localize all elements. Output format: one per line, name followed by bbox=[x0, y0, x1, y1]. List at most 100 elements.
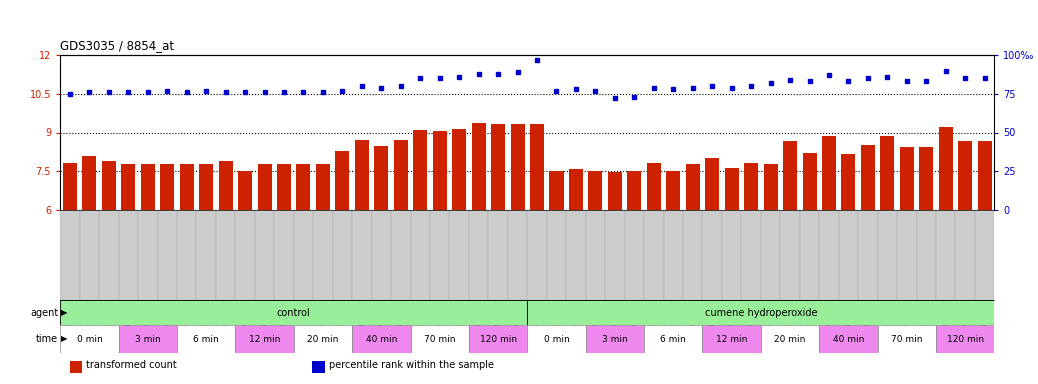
Bar bbox=[102, 161, 116, 210]
Bar bbox=[176, 325, 236, 353]
Bar bbox=[118, 210, 138, 300]
Bar bbox=[861, 146, 875, 210]
Bar bbox=[527, 210, 547, 300]
Bar bbox=[138, 210, 158, 300]
Text: time: time bbox=[36, 334, 58, 344]
Bar bbox=[471, 122, 486, 210]
Text: 0 min: 0 min bbox=[77, 334, 103, 344]
Bar bbox=[491, 124, 506, 210]
Bar bbox=[842, 154, 855, 210]
Bar bbox=[741, 210, 761, 300]
Bar bbox=[355, 140, 368, 210]
Text: cumene hydroperoxide: cumene hydroperoxide bbox=[705, 308, 817, 318]
Bar bbox=[547, 210, 566, 300]
Text: 0 min: 0 min bbox=[544, 334, 570, 344]
Text: 20 min: 20 min bbox=[307, 334, 338, 344]
Bar bbox=[63, 163, 77, 210]
Bar bbox=[802, 153, 817, 210]
Bar bbox=[761, 210, 781, 300]
Text: ▶: ▶ bbox=[61, 308, 67, 317]
Bar bbox=[900, 147, 913, 210]
Bar bbox=[469, 325, 527, 353]
Bar bbox=[647, 163, 661, 210]
Bar bbox=[257, 164, 272, 210]
Bar bbox=[411, 210, 430, 300]
Bar bbox=[297, 164, 310, 210]
Bar bbox=[508, 210, 527, 300]
Bar bbox=[236, 210, 254, 300]
Bar bbox=[160, 164, 174, 210]
Bar bbox=[312, 361, 325, 372]
Bar bbox=[725, 168, 739, 210]
Bar bbox=[975, 210, 994, 300]
Bar bbox=[858, 210, 877, 300]
Bar bbox=[530, 124, 544, 210]
Text: 120 min: 120 min bbox=[480, 334, 517, 344]
Bar bbox=[82, 156, 97, 210]
Bar bbox=[294, 325, 352, 353]
Bar bbox=[433, 131, 446, 210]
Bar bbox=[199, 164, 213, 210]
Bar bbox=[118, 325, 176, 353]
Bar bbox=[955, 210, 975, 300]
Bar bbox=[625, 210, 644, 300]
Bar bbox=[764, 164, 777, 210]
Bar bbox=[920, 147, 933, 210]
Bar bbox=[238, 171, 252, 210]
Text: 40 min: 40 min bbox=[365, 334, 397, 344]
Bar bbox=[880, 136, 895, 210]
Bar bbox=[141, 164, 155, 210]
Text: ▶: ▶ bbox=[61, 334, 67, 344]
Bar bbox=[567, 210, 585, 300]
Bar bbox=[549, 171, 564, 210]
Bar bbox=[917, 210, 936, 300]
Bar bbox=[569, 169, 583, 210]
Bar bbox=[936, 210, 955, 300]
Bar bbox=[819, 325, 877, 353]
Bar bbox=[761, 325, 819, 353]
Text: percentile rank within the sample: percentile rank within the sample bbox=[329, 361, 494, 371]
Bar bbox=[585, 325, 644, 353]
Bar bbox=[469, 210, 488, 300]
Bar bbox=[686, 164, 700, 210]
Bar bbox=[783, 141, 797, 210]
Text: 3 min: 3 min bbox=[135, 334, 161, 344]
Bar bbox=[703, 325, 761, 353]
Bar bbox=[958, 141, 973, 210]
Text: 40 min: 40 min bbox=[832, 334, 864, 344]
Bar bbox=[236, 325, 294, 353]
Bar bbox=[274, 210, 294, 300]
Text: control: control bbox=[277, 308, 310, 318]
Bar bbox=[316, 164, 330, 210]
Bar bbox=[254, 210, 274, 300]
Bar bbox=[196, 210, 216, 300]
Bar bbox=[411, 325, 469, 353]
Bar bbox=[978, 141, 991, 210]
Text: 3 min: 3 min bbox=[602, 334, 628, 344]
Bar bbox=[60, 300, 527, 325]
Bar bbox=[605, 210, 625, 300]
Bar bbox=[663, 210, 683, 300]
Text: 20 min: 20 min bbox=[774, 334, 805, 344]
Bar bbox=[703, 210, 722, 300]
Bar bbox=[352, 325, 411, 353]
Bar bbox=[176, 210, 196, 300]
Bar bbox=[70, 361, 82, 372]
Bar bbox=[80, 210, 99, 300]
Bar bbox=[608, 172, 622, 210]
Bar bbox=[527, 325, 585, 353]
Bar bbox=[627, 171, 641, 210]
Bar bbox=[393, 140, 408, 210]
Bar bbox=[216, 210, 236, 300]
Text: agent: agent bbox=[30, 308, 58, 318]
Text: 6 min: 6 min bbox=[660, 334, 686, 344]
Bar bbox=[897, 210, 917, 300]
Bar bbox=[375, 146, 388, 210]
Bar bbox=[877, 210, 897, 300]
Bar bbox=[683, 210, 703, 300]
Bar bbox=[60, 325, 118, 353]
Bar bbox=[453, 129, 466, 210]
Bar bbox=[449, 210, 469, 300]
Text: 12 min: 12 min bbox=[716, 334, 747, 344]
Bar bbox=[666, 171, 680, 210]
